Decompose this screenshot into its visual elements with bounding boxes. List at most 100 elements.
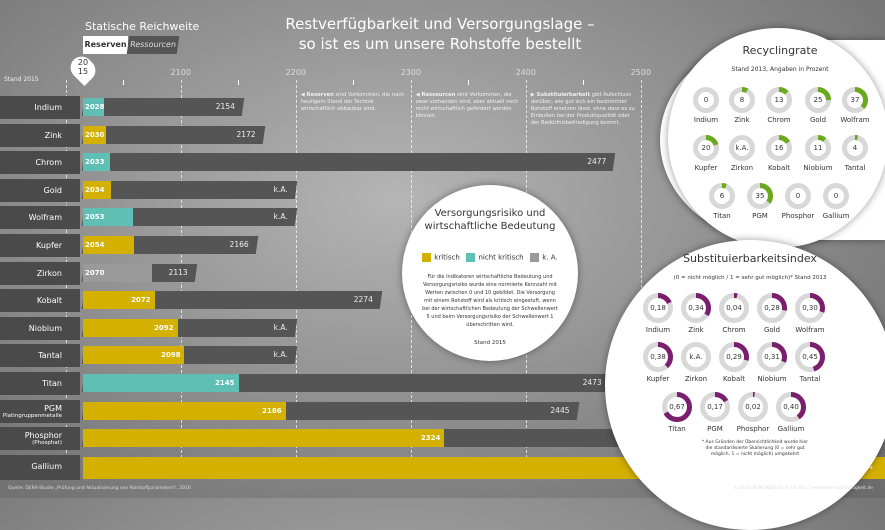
donut-label: Gallium [822,212,850,220]
tab-reserven[interactable]: Reserven [83,36,128,54]
resource-value: k.A. [273,350,288,360]
recycling-donut [805,135,831,161]
donut-label: Kupfer [694,164,718,172]
row-label: Indium [0,96,80,119]
recycling-donut [693,135,719,161]
recycling-title: Recyclingrate [742,44,818,57]
donut-value: 0,28 [764,304,780,312]
subst-donut [795,293,825,323]
tick-label: 2100 [170,68,191,77]
donut-value: 37 [850,96,860,104]
definition-note: ◀ Reserven sind Vorkommen, die nach heut… [301,92,406,113]
reserve-bar: 2054 [83,236,134,254]
risk-legend: kritisch nicht kritisch k. A. [412,253,568,262]
row-name: Kupfer [35,241,62,250]
tab-ressourcen[interactable]: Ressourcen [126,36,180,54]
donut-label: Niobium [803,164,833,172]
donut-value: 0,34 [688,304,704,312]
donut-value: 8 [739,96,745,104]
legend-swatch-nicht-kritisch [466,253,476,262]
minor-tick [583,80,585,85]
donut-label: Wolfram [795,326,825,334]
recycling-donut [842,135,868,161]
donut-value: 0,18 [650,304,666,312]
row-name: Zirkon [36,268,62,278]
row-name: Chrom [35,158,62,168]
recycling-donut [766,87,792,113]
donut-label: Zink [734,116,750,124]
minor-tick [238,80,240,85]
reserve-bar: 2034 [83,180,111,199]
row-label: Kobalt [0,289,80,313]
donut-label: Kobalt [768,164,790,172]
donut-value: 0,31 [764,353,780,361]
reserve-value: 2033 [85,158,105,167]
reserve-value: 2072 [131,296,151,305]
subst-donut [719,293,749,323]
donut-value: 0 [703,96,709,104]
subst-donut [719,342,749,372]
donut-value: 0 [833,192,839,200]
reserve-value: 2028 [85,103,105,111]
donut-value: 0,30 [802,304,818,312]
reserve-bar: 2028 [83,98,104,116]
donut-arc [643,342,673,372]
resource-value: 2445 [550,405,570,415]
reserve-value: 2092 [154,323,174,332]
footer-source: Quelle: DERA-Studie „Prüfung und Aktuali… [8,486,191,491]
note-term: ◀ Reserven [300,92,334,98]
reserve-value: 2030 [85,130,105,139]
resource-value: k.A. [273,322,288,332]
donut-value: 13 [774,96,784,104]
reserve-bar: 2092 [83,318,178,337]
donut-arc [709,183,735,209]
donut-label: Chrom [767,116,791,124]
donut-track [693,87,719,113]
subst-donut [757,342,787,372]
donut-arc [842,135,868,161]
row-label: Phosphor (Phosphat) [0,427,80,451]
resource-value: 2166 [229,240,249,249]
row-name: Wolfram [28,213,62,223]
recycling-donut [709,183,735,209]
donut-arc [738,392,768,422]
donut-label: Zirkon [684,375,708,383]
reserve-bar: 2098 [83,346,185,365]
donut-label: Gold [763,326,781,334]
recycling-donut [785,183,811,209]
donut-label: Gold [809,116,827,124]
donut-label: Indium [645,326,671,334]
reserve-bar: 2145 [83,374,239,392]
donut-value: 0,04 [726,304,742,312]
row-name: Titan [42,379,62,388]
row-label: Zirkon [0,261,80,285]
resource-value: 2154 [215,102,235,111]
donut-label: Tantal [799,375,821,383]
donut-label: Titan [668,425,686,433]
recycling-donut [693,87,719,113]
donut-label: Tantal [844,164,866,172]
legend-kritisch: kritisch [434,253,460,262]
donut-label: Kobalt [723,375,745,383]
donut-arc [776,392,806,422]
row-label: Kupfer [0,234,80,257]
donut-value: 16 [774,144,784,152]
legend-nicht-kritisch: nicht kritisch [478,253,524,262]
legend-swatch-ka [530,253,540,262]
subst-donut [700,392,730,422]
donut-label: Kupfer [646,375,670,383]
note-term: ◀ Ressourcen [415,92,456,98]
donut-arc [757,342,787,372]
reserve-value: 2186 [262,406,282,415]
reserve-bar: 2186 [83,401,286,420]
row-name: Tantal [38,351,62,361]
resource-value: 2274 [353,295,373,305]
donut-arc [805,87,831,113]
donut-value: 4 [852,144,858,152]
donut-arc [681,293,711,323]
reserve-bar: 2053 [83,208,133,227]
row-name: Kobalt [36,296,62,306]
row-label: Chrom [0,151,80,175]
donut-value: 0,67 [669,403,685,411]
reserve-bar: 2070 [83,263,153,282]
